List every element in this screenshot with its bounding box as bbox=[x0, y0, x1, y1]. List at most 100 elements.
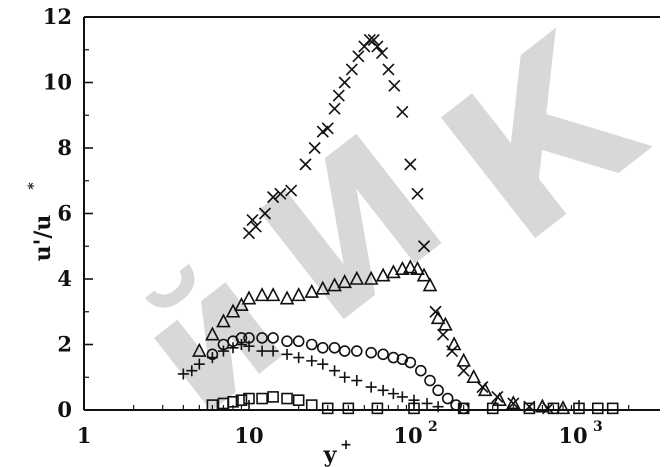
x-tick-label: 10 bbox=[393, 423, 422, 448]
square-marker bbox=[235, 394, 248, 406]
plus-marker bbox=[227, 342, 239, 354]
cross-marker bbox=[476, 381, 489, 394]
square-marker bbox=[371, 402, 384, 415]
circle-marker bbox=[316, 341, 329, 354]
x-axis: 1 10 10 2 10 3 bbox=[77, 400, 630, 448]
plus-marker bbox=[293, 352, 305, 364]
square-marker bbox=[342, 402, 355, 415]
square-marker bbox=[408, 402, 420, 415]
plus-marker bbox=[306, 355, 318, 367]
series-square bbox=[206, 391, 619, 415]
square-marker bbox=[281, 392, 293, 405]
square-marker bbox=[206, 399, 219, 411]
plus-marker bbox=[193, 358, 205, 370]
plus-marker bbox=[396, 391, 408, 403]
x-tick-exponent: 2 bbox=[428, 419, 438, 435]
triangle-marker bbox=[279, 290, 295, 305]
square-marker bbox=[547, 402, 560, 415]
plus-marker bbox=[377, 384, 389, 396]
circle-marker bbox=[424, 374, 436, 387]
triangle-marker bbox=[234, 296, 249, 311]
triangle-marker bbox=[410, 260, 425, 275]
cross-marker bbox=[382, 63, 395, 76]
circle-marker bbox=[281, 335, 293, 348]
series-plus bbox=[177, 339, 444, 413]
circle-marker bbox=[305, 338, 318, 351]
y-axis-label-superscript: * bbox=[26, 182, 42, 190]
cross-marker bbox=[249, 220, 262, 233]
x-axis-label-subscript: + bbox=[340, 437, 352, 453]
triangle-marker bbox=[265, 287, 281, 302]
cross-marker bbox=[332, 89, 345, 102]
plus-marker bbox=[387, 388, 399, 400]
x-tick-exponent: 3 bbox=[593, 419, 603, 435]
circle-marker bbox=[404, 356, 417, 369]
triangle-marker bbox=[304, 283, 320, 298]
cross-marker bbox=[417, 240, 431, 253]
y-tick-label: 8 bbox=[57, 135, 72, 160]
triangle-marker bbox=[375, 267, 391, 282]
cross-marker bbox=[338, 76, 351, 89]
series-triangle bbox=[192, 259, 571, 415]
square-marker bbox=[486, 402, 499, 415]
triangle-marker bbox=[315, 280, 331, 295]
plus-marker bbox=[317, 358, 329, 370]
cross-marker bbox=[457, 364, 470, 377]
plus-marker bbox=[365, 381, 377, 393]
cross-marker bbox=[321, 122, 334, 135]
square-marker bbox=[227, 396, 239, 408]
circle-marker bbox=[365, 346, 377, 359]
triangle-marker bbox=[416, 267, 432, 282]
cross-marker bbox=[371, 40, 384, 53]
plus-marker bbox=[267, 345, 279, 357]
square-marker bbox=[256, 392, 268, 405]
triangle-marker bbox=[430, 310, 446, 325]
circle-marker bbox=[377, 348, 389, 361]
cross-marker bbox=[375, 46, 389, 60]
cross-marker bbox=[507, 397, 520, 410]
y-tick-label: 6 bbox=[57, 201, 72, 226]
y-tick-label: 4 bbox=[57, 266, 72, 291]
circle-marker bbox=[338, 345, 351, 357]
x-tick-label: 10 bbox=[558, 423, 587, 448]
cross-marker bbox=[396, 105, 409, 119]
x-tick-label: 10 bbox=[234, 423, 263, 448]
x-axis-label: y bbox=[323, 442, 338, 467]
plus-marker bbox=[186, 365, 198, 377]
circle-marker bbox=[256, 332, 268, 344]
plus-marker bbox=[421, 397, 433, 409]
plus-marker bbox=[329, 365, 341, 377]
x-tick-label: 1 bbox=[77, 423, 92, 448]
circle-marker bbox=[350, 345, 363, 357]
circle-marker bbox=[450, 399, 462, 411]
cross-marker bbox=[445, 344, 459, 358]
circle-marker bbox=[267, 332, 279, 344]
circle-marker bbox=[415, 364, 427, 377]
triangle-marker bbox=[422, 277, 438, 292]
triangle-marker bbox=[254, 287, 270, 302]
triangle-marker bbox=[506, 395, 521, 410]
square-marker bbox=[267, 391, 279, 403]
y-tick-label: 12 bbox=[43, 4, 72, 29]
y-tick-label: 2 bbox=[57, 332, 72, 357]
cross-marker bbox=[308, 141, 321, 155]
y-tick-label: 0 bbox=[57, 397, 72, 422]
triangle-marker bbox=[535, 398, 550, 413]
square-marker bbox=[292, 394, 305, 406]
cross-marker bbox=[436, 328, 450, 341]
cross-marker bbox=[299, 158, 312, 171]
plus-marker bbox=[217, 345, 229, 357]
cross-marker bbox=[258, 207, 272, 220]
plus-marker bbox=[177, 368, 189, 380]
cross-marker bbox=[388, 79, 401, 92]
plus-marker bbox=[339, 371, 351, 383]
triangle-marker bbox=[555, 400, 571, 415]
square-marker bbox=[457, 402, 470, 415]
cross-marker bbox=[345, 63, 358, 76]
triangle-marker bbox=[349, 270, 365, 285]
circle-marker bbox=[441, 392, 454, 405]
triangle-marker bbox=[363, 270, 379, 285]
circle-marker bbox=[432, 384, 444, 397]
square-marker bbox=[321, 402, 334, 415]
